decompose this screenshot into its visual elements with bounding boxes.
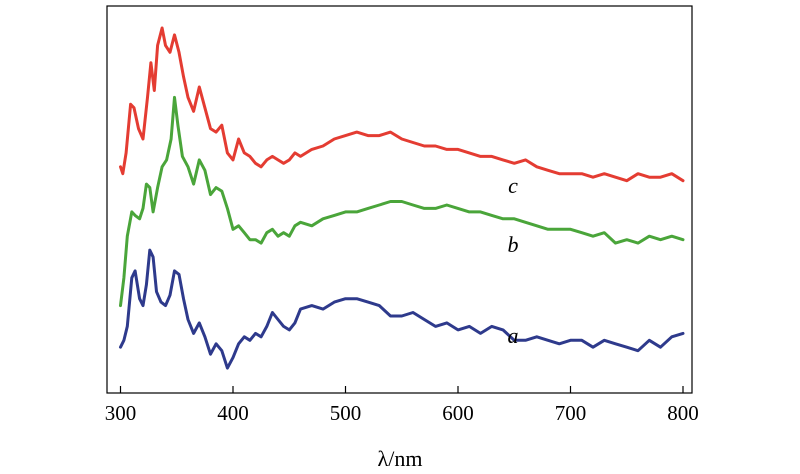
series-label-b: b [508, 232, 519, 257]
x-tick-label-300: 300 [105, 401, 137, 425]
x-axis-title: λ/nm [378, 446, 423, 471]
x-axis-ticks: 300 400 500 600 700 800 [105, 386, 699, 425]
series-line-b [119, 95, 685, 308]
plot-frame [106, 5, 693, 394]
x-tick-label-600: 600 [442, 401, 474, 425]
x-tick-label-700: 700 [555, 401, 587, 425]
series-line-a [119, 248, 685, 370]
x-tick-label-500: 500 [330, 401, 362, 425]
x-tick-label-800: 800 [667, 401, 699, 425]
series-line-c [119, 26, 685, 183]
series-labels: a b c [508, 173, 519, 348]
x-tick-label-400: 400 [217, 401, 249, 425]
series-lines [119, 26, 685, 370]
series-label-a: a [508, 323, 519, 348]
series-label-c: c [508, 173, 518, 198]
